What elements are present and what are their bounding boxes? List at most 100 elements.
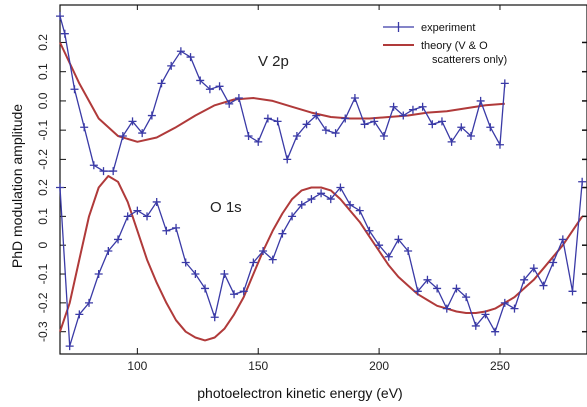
experiment-point xyxy=(350,94,359,102)
experiment-point xyxy=(283,155,292,164)
legend-swatch-experiment xyxy=(383,22,414,32)
experiment-point xyxy=(75,310,84,319)
experiment-point xyxy=(500,298,509,307)
experiment-point xyxy=(360,120,369,129)
x-tick-label: 150 xyxy=(248,359,268,373)
experiment-point xyxy=(157,79,166,88)
theory-line-1 xyxy=(59,175,584,342)
experiment-point xyxy=(394,235,403,244)
experiment-point xyxy=(259,246,268,255)
experiment-point xyxy=(341,114,350,123)
experiment-point xyxy=(220,270,229,279)
experiment-point xyxy=(128,117,137,126)
experiment-point xyxy=(104,246,113,255)
experiment-point xyxy=(278,229,287,238)
experiment-point xyxy=(321,126,330,135)
experiment-point xyxy=(201,284,210,293)
experiment-point xyxy=(254,137,263,146)
y-axis-title: PhD modulation amplitude xyxy=(9,104,25,268)
experiment-point xyxy=(399,111,408,120)
experiment-point xyxy=(491,327,500,336)
experiment-point xyxy=(215,82,224,91)
y-tick-label: -0.2 xyxy=(36,292,50,313)
experiment-point xyxy=(331,129,340,138)
legend: experiment theory (V & O scatterers only… xyxy=(383,22,507,66)
experiment-point xyxy=(114,235,123,244)
experiment-point xyxy=(389,102,398,111)
experiment-point xyxy=(70,85,79,94)
experiment-point xyxy=(418,102,427,111)
experiment-point xyxy=(312,111,321,120)
experiment-point xyxy=(191,270,200,279)
experiment-point xyxy=(476,96,485,105)
panel-label-o1s: O 1s xyxy=(210,199,242,216)
experiment-point xyxy=(162,226,171,235)
experiment-point xyxy=(578,177,587,186)
experiment-point xyxy=(486,123,495,132)
experiment-point xyxy=(568,287,577,296)
experiment-point xyxy=(495,140,504,149)
experiment-point xyxy=(181,258,190,267)
experiment-point xyxy=(94,270,103,279)
experiment-point xyxy=(268,255,277,264)
experiment-point xyxy=(307,195,316,204)
experiment-point xyxy=(423,275,432,284)
experiment-point xyxy=(336,183,345,192)
experiment-point xyxy=(466,132,475,140)
experiment-point xyxy=(408,105,417,114)
y-tick-label: 0 xyxy=(36,242,50,249)
experiment-point xyxy=(244,132,253,140)
y-tick-label: -0.1 xyxy=(36,263,50,284)
experiment-point xyxy=(239,287,248,296)
experiment-point xyxy=(230,290,239,299)
experiment-point xyxy=(273,117,282,126)
experiment-point xyxy=(413,287,422,296)
experiment-point xyxy=(355,206,364,215)
experiment-point xyxy=(99,167,108,176)
experiment-point xyxy=(457,123,466,132)
legend-label-theory-line2: scatterers only) xyxy=(432,54,507,66)
experiment-point xyxy=(65,342,74,351)
experiment-point xyxy=(133,206,142,215)
legend-label-experiment: experiment xyxy=(421,22,475,34)
experiment-point xyxy=(529,264,538,273)
experiment-point xyxy=(143,212,152,221)
plot-border xyxy=(59,4,587,355)
panel-label-v2p: V 2p xyxy=(258,53,289,70)
legend-label-theory: theory (V & O xyxy=(421,40,488,52)
y-tick-label: 0.2 xyxy=(36,34,50,51)
experiment-point xyxy=(138,129,147,138)
y-tick-label: 0.2 xyxy=(36,179,50,196)
experiment-point xyxy=(510,304,519,313)
experiment-point xyxy=(225,99,234,108)
experiment-point xyxy=(210,313,219,322)
experiment-point xyxy=(196,76,205,85)
experiment-point xyxy=(365,226,374,235)
experiment-point xyxy=(297,200,306,209)
experiment-point xyxy=(167,61,176,70)
experiment-point xyxy=(520,275,529,284)
experiment-point xyxy=(452,284,461,293)
experiment-point xyxy=(539,281,548,290)
experiment-point xyxy=(152,197,161,206)
experiment-point xyxy=(379,132,388,140)
y-tick-label: 0.1 xyxy=(36,208,50,225)
y-tick-label: 0.0 xyxy=(36,92,50,109)
experiment-point xyxy=(442,304,451,313)
experiment-point xyxy=(109,167,118,176)
experiment-point xyxy=(147,111,156,120)
theory-lines xyxy=(59,42,584,342)
experiment-point xyxy=(404,246,413,255)
experiment-lines xyxy=(56,12,587,351)
experiment-point xyxy=(56,183,64,192)
experiment-point xyxy=(172,223,181,232)
experiment-point xyxy=(292,132,301,140)
experiment-point xyxy=(302,120,311,129)
experiment-point xyxy=(481,310,490,319)
experiment-point xyxy=(428,120,437,129)
y-tick-label: -0.2 xyxy=(36,149,50,170)
x-tick-label: 100 xyxy=(127,359,147,373)
y-tick-label: -0.1 xyxy=(36,119,50,140)
experiment-point xyxy=(123,212,132,221)
